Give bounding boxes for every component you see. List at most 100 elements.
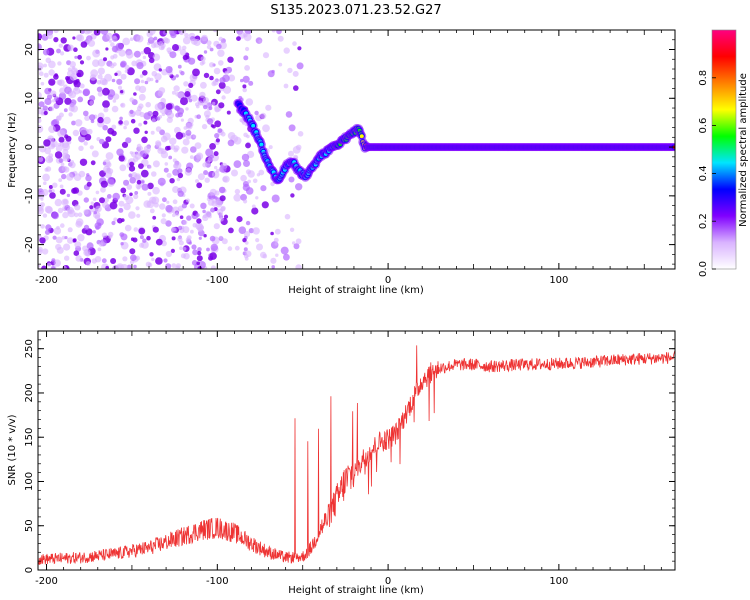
y-tick-label: -10 (24, 188, 35, 204)
heatmap-cell (120, 242, 124, 246)
heatmap-cell (242, 183, 250, 192)
heatmap-cell (140, 169, 149, 178)
heatmap-cell (66, 193, 71, 198)
snr-panel: -200 -100 0 100 0 50 100 150 200 250 Height of st… (7, 330, 676, 596)
heatmap-cell (255, 238, 260, 243)
heatmap-cell (133, 92, 137, 96)
heatmap-cell (39, 237, 46, 244)
heatmap-cell (233, 160, 242, 169)
heatmap-cell (283, 83, 289, 89)
heatmap-cell (67, 227, 73, 233)
heatmap-cell (254, 110, 259, 116)
heatmap-cell (214, 120, 222, 128)
heatmap-cell (101, 258, 107, 264)
heatmap-cell (164, 162, 169, 166)
heatmap-cell (190, 146, 197, 153)
heatmap-cell (116, 78, 123, 85)
heatmap-cell (95, 190, 100, 195)
heatmap-cell (189, 155, 194, 160)
heatmap-cell (166, 172, 172, 178)
heatmap-cell (67, 209, 76, 218)
heatmap-cell (261, 201, 269, 209)
heatmap-cell (175, 263, 181, 269)
heatmap-cell (56, 115, 62, 121)
heatmap-cell (85, 175, 92, 182)
heatmap-cell (64, 236, 68, 240)
heatmap-cell (55, 243, 62, 251)
heatmap-cell (97, 58, 106, 67)
heatmap-cell (155, 79, 159, 83)
heatmap-cell (258, 39, 263, 44)
heatmap-cell (63, 255, 70, 261)
heatmap-cell (203, 50, 208, 54)
heatmap-cell (213, 151, 219, 157)
heatmap-cell (78, 170, 86, 178)
heatmap-cell (111, 78, 116, 83)
colorbar-tick-label: 0.8 (698, 70, 709, 86)
heatmap-cell (46, 94, 53, 100)
heatmap-cell (295, 238, 302, 245)
heatmap-cell (236, 216, 243, 223)
heatmap-cell (248, 228, 254, 234)
heatmap-cell (77, 234, 85, 242)
heatmap-cell (209, 252, 217, 260)
heatmap-cell (169, 30, 177, 36)
heatmap-cell (195, 152, 204, 160)
heatmap-cell (177, 190, 184, 197)
heatmap-cell (203, 234, 207, 238)
heatmap-cell (151, 118, 156, 123)
heatmap-cell (241, 153, 250, 162)
heatmap-cell (208, 195, 212, 199)
heatmap-cell (204, 177, 210, 183)
heatmap-cell (221, 95, 226, 100)
heatmap-cell (74, 204, 81, 211)
heatmap-cell (142, 238, 147, 243)
heatmap-cell (89, 145, 94, 150)
heatmap-cell (43, 110, 48, 116)
heatmap-cell (105, 152, 114, 160)
heatmap-cell (227, 139, 235, 147)
heatmap-cell (274, 228, 281, 235)
heatmap-cell (48, 189, 52, 193)
heatmap-cell (245, 98, 254, 106)
heatmap-cell (58, 178, 63, 183)
heatmap-cell (121, 141, 129, 148)
heatmap-cell (38, 248, 43, 256)
heatmap-cell (217, 49, 225, 57)
heatmap-cell (219, 212, 223, 217)
heatmap-cell (297, 46, 302, 51)
heatmap-cell (48, 78, 56, 86)
heatmap-cell (213, 223, 220, 230)
heatmap-cell (290, 193, 295, 198)
heatmap-cell (169, 137, 177, 145)
heatmap-cell (92, 49, 101, 58)
heatmap-cell (119, 116, 123, 121)
heatmap-cell (111, 35, 118, 42)
heatmap-cell (72, 238, 77, 243)
heatmap-cell (140, 79, 145, 84)
heatmap-cell (262, 124, 270, 133)
heatmap-cell (152, 186, 160, 195)
heatmap-cell (188, 82, 194, 88)
heatmap-cell (163, 167, 169, 173)
heatmap-cell (148, 165, 152, 169)
heatmap-cell (133, 227, 139, 232)
heatmap-cell (146, 235, 151, 241)
heatmap-cell (262, 52, 270, 59)
heatmap-cell (169, 51, 177, 59)
heatmap-cell (227, 246, 233, 251)
heatmap-cell (155, 257, 163, 265)
heatmap-cell (293, 243, 300, 250)
heatmap-cell (89, 114, 96, 121)
heatmap-cell (86, 181, 92, 187)
heatmap-cell (158, 41, 164, 46)
heatmap-cell (57, 129, 66, 138)
heatmap-cell (46, 32, 53, 40)
heatmap-cell (79, 83, 85, 89)
heatmap-cell (52, 182, 58, 188)
heatmap-cell (93, 30, 101, 36)
heatmap-cell (252, 227, 260, 235)
heatmap-cell (175, 74, 179, 78)
